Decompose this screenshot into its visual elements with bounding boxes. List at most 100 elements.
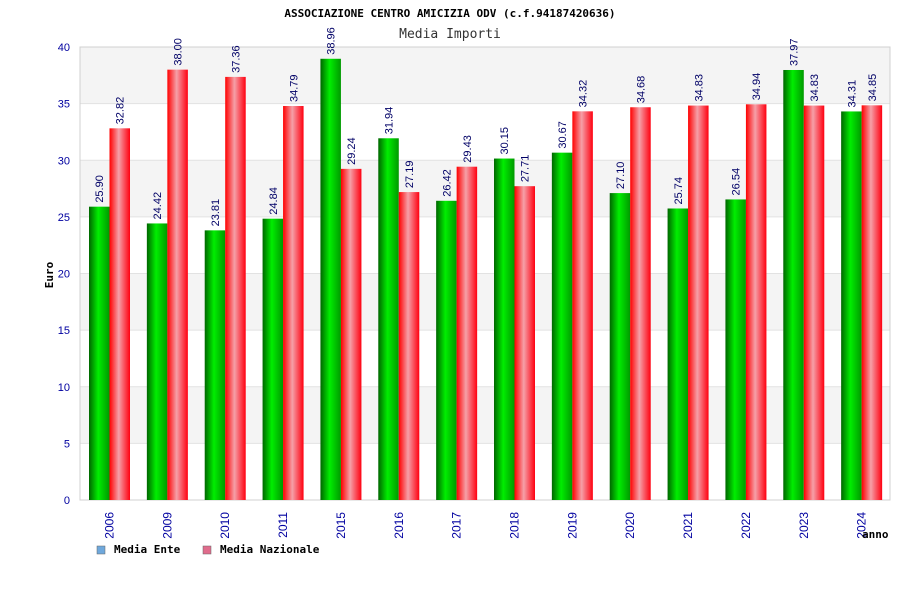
- value-labels: 25.90 32.82 24.42 38.00 23.81 37.36 24.84 34.79…: [94, 27, 879, 226]
- value-label: 34.32: [578, 80, 590, 108]
- value-label: 25.90: [94, 175, 106, 203]
- bar-media-ente: [146, 223, 168, 501]
- y-axis-label: Euro: [43, 261, 56, 288]
- value-label: 34.68: [635, 76, 647, 104]
- bar-media-ente: [841, 111, 862, 501]
- bar-media-ente: [204, 230, 226, 500]
- bar-media-nazionale: [514, 186, 535, 500]
- legend-label-ente: Media Ente: [114, 543, 181, 556]
- value-label: 29.24: [346, 137, 358, 165]
- x-tick-label: 2023: [797, 512, 811, 539]
- value-label: 26.42: [441, 169, 453, 197]
- legend-swatch-ente: [96, 545, 106, 555]
- bar-media-ente: [667, 208, 689, 500]
- x-tick-label: 2015: [334, 512, 348, 539]
- value-label: 31.94: [384, 107, 396, 135]
- plot-background: [79, 46, 891, 501]
- y-tick-label: 40: [58, 42, 70, 54]
- x-axis-label: anno: [862, 528, 889, 541]
- value-label: 27.71: [520, 155, 532, 183]
- plot-border: [79, 46, 891, 501]
- x-tick-label: 2020: [623, 512, 637, 539]
- y-tick-label: 10: [58, 382, 70, 394]
- bar-media-ente: [551, 152, 573, 501]
- grid-band: [80, 273, 890, 331]
- bar-media-ente: [89, 206, 110, 500]
- x-tick-label: 2009: [160, 512, 174, 539]
- x-tick-label: 2016: [392, 512, 406, 539]
- x-tick-label: 2006: [103, 512, 117, 539]
- bar-media-ente: [320, 58, 341, 500]
- value-label: 27.19: [404, 161, 416, 189]
- legend-label-nazionale: Media Nazionale: [220, 543, 320, 556]
- y-tick-label: 5: [64, 438, 70, 450]
- legend-swatch-nazionale: [202, 545, 212, 555]
- bar-media-ente: [494, 158, 515, 500]
- bar-media-ente: [378, 138, 399, 501]
- x-tick-label: 2024: [855, 512, 869, 539]
- legend: Media Ente Media Nazionale: [96, 543, 320, 556]
- x-tick-label: 2010: [218, 512, 232, 539]
- bar-media-nazionale: [630, 107, 651, 501]
- y-tick-label: 35: [58, 99, 70, 111]
- bar-media-nazionale: [861, 105, 883, 500]
- grid-band: [80, 330, 890, 387]
- value-label: 26.54: [731, 168, 743, 196]
- value-label: 34.83: [693, 74, 705, 102]
- value-label: 37.97: [789, 38, 801, 66]
- grid-band: [80, 103, 890, 161]
- value-label: 38.96: [326, 27, 338, 55]
- bar-media-nazionale: [745, 104, 767, 500]
- value-label: 34.83: [809, 74, 821, 102]
- bar-media-ente: [262, 218, 284, 500]
- bar-media-nazionale: [109, 128, 130, 500]
- value-label: 30.15: [499, 127, 511, 155]
- chart-title: ASSOCIAZIONE CENTRO AMICIZIA ODV (c.f.94…: [284, 7, 615, 20]
- y-tick-label: 30: [58, 155, 70, 167]
- value-label: 24.84: [268, 187, 280, 215]
- x-tick-label: 2021: [681, 512, 695, 539]
- y-axis-ticks: 0 5 10 15 20 25 30 35 40: [58, 42, 70, 507]
- value-label: 38.00: [173, 38, 185, 66]
- x-tick-label: 2011: [276, 512, 290, 538]
- grid-band: [80, 216, 890, 274]
- x-tick-label: 2019: [565, 512, 579, 539]
- value-label: 34.31: [846, 80, 858, 108]
- y-tick-label: 0: [64, 495, 70, 507]
- bar-media-nazionale: [803, 105, 825, 501]
- value-label: 23.81: [210, 199, 222, 227]
- bar-media-nazionale: [167, 69, 188, 501]
- bar-media-ente: [609, 193, 631, 500]
- value-label: 32.82: [115, 97, 127, 125]
- bar-media-nazionale: [398, 192, 420, 501]
- value-label: 24.42: [152, 192, 164, 220]
- y-tick-label: 25: [58, 212, 70, 224]
- value-label: 34.94: [751, 73, 763, 101]
- value-label: 37.36: [230, 45, 242, 73]
- y-tick-label: 15: [58, 325, 70, 337]
- grid-band: [80, 160, 890, 217]
- y-tick-label: 20: [58, 269, 70, 281]
- chart-subtitle: Media Importi: [399, 27, 501, 42]
- x-tick-label: 2018: [508, 512, 522, 539]
- bar-media-ente: [783, 69, 804, 501]
- bar-media-ente: [725, 199, 746, 500]
- value-label: 27.10: [615, 162, 627, 190]
- grid-band: [80, 47, 890, 104]
- bar-media-nazionale: [225, 76, 246, 500]
- bar-media-nazionale: [456, 166, 478, 500]
- x-axis-ticks: 2006 2009 2010 2011 2015 2016 2017 2018 2019 2020…: [103, 512, 869, 539]
- bar-media-nazionale: [283, 106, 304, 501]
- value-label: 29.43: [462, 135, 474, 163]
- bar-media-nazionale: [572, 111, 593, 501]
- bars: [89, 58, 883, 501]
- bar-media-ente: [436, 200, 457, 500]
- x-tick-label: 2017: [450, 512, 464, 539]
- bar-media-nazionale: [340, 168, 362, 500]
- bar-media-nazionale: [688, 105, 709, 501]
- value-label: 30.67: [557, 121, 569, 149]
- grid-band: [80, 386, 890, 444]
- value-label: 25.74: [673, 177, 685, 205]
- x-tick-label: 2022: [739, 512, 753, 539]
